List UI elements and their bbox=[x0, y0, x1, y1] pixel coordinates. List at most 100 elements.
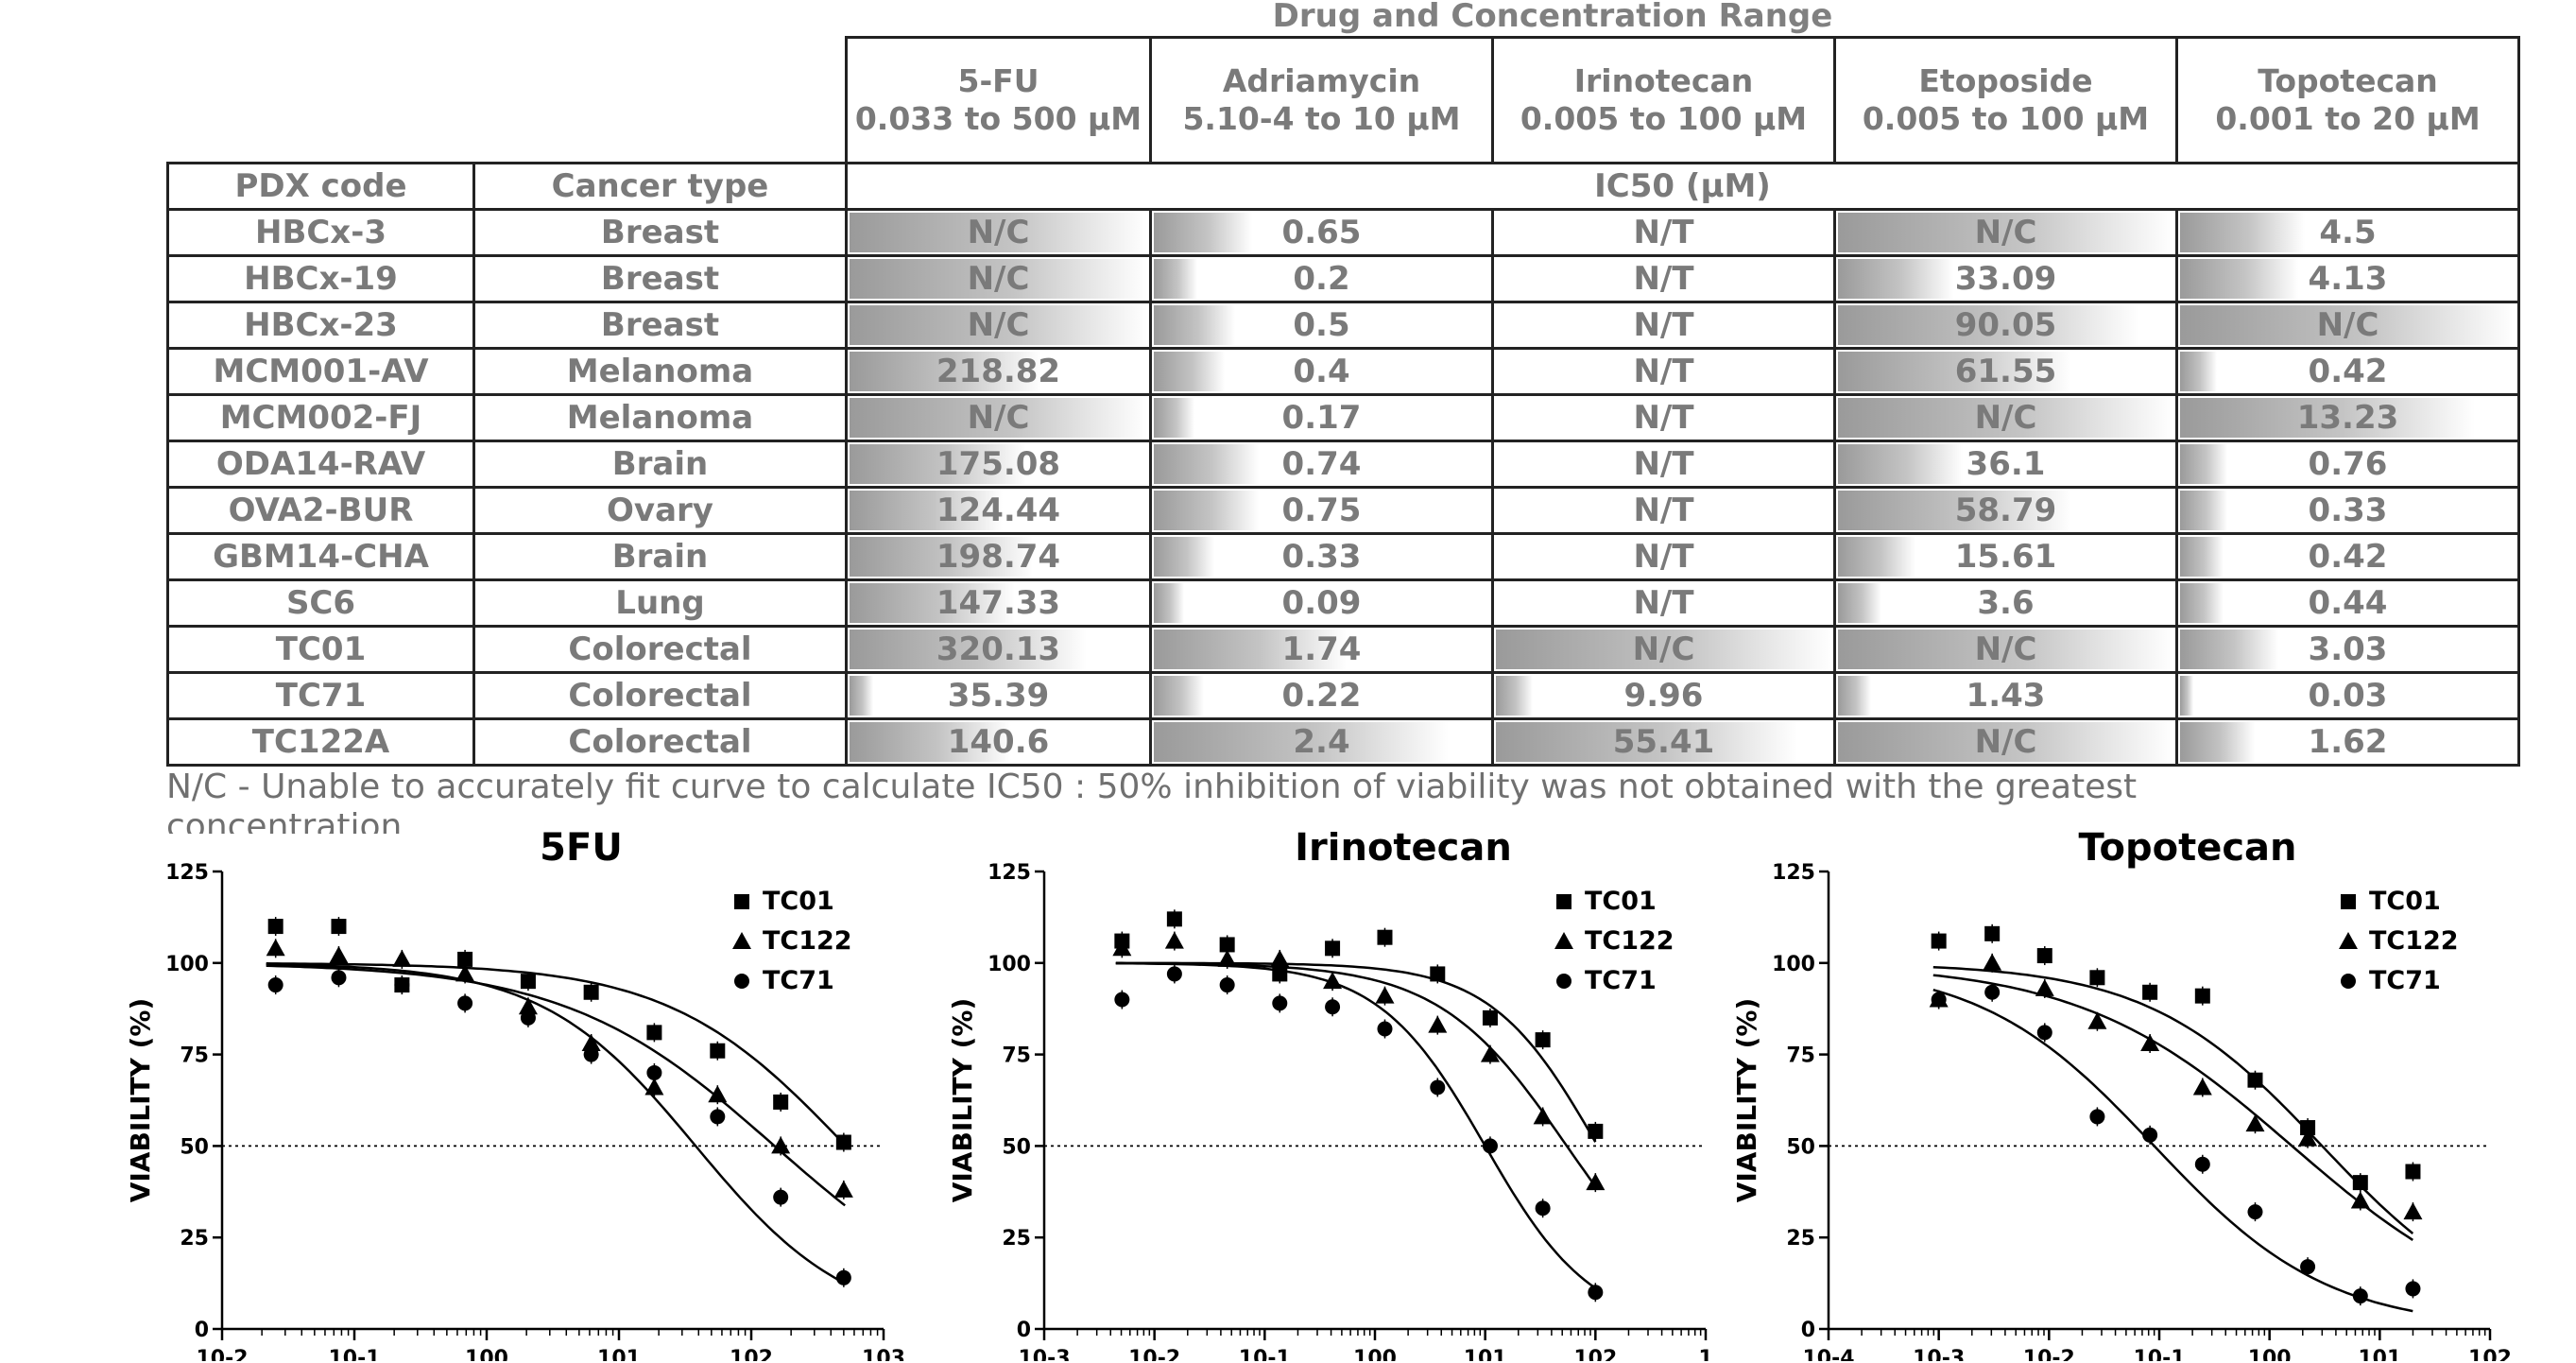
data-point-tc01 bbox=[835, 1134, 851, 1150]
data-point-tc71 bbox=[1430, 1079, 1446, 1096]
cancer-type-header: Cancer type bbox=[472, 162, 848, 211]
ic50-cell: 55.41 bbox=[1491, 717, 1836, 767]
x-tick-label: 100 bbox=[2248, 1347, 2292, 1361]
y-axis-label: VIABILITY (%) bbox=[1731, 998, 1762, 1203]
x-tick-label: 10-3 bbox=[1913, 1347, 1965, 1361]
ic50-cell: 36.1 bbox=[1833, 440, 2178, 489]
ic50-cell: 0.22 bbox=[1149, 671, 1494, 720]
ic50-value: 147.33 bbox=[936, 584, 1061, 622]
x-tick-label: 100 bbox=[1353, 1347, 1397, 1361]
ic50-value: 140.6 bbox=[947, 723, 1050, 761]
ic50-value: 0.5 bbox=[1293, 306, 1350, 344]
data-point-tc71 bbox=[520, 1009, 536, 1026]
ic50-bar bbox=[850, 722, 1012, 762]
legend-marker-tc71 bbox=[1556, 974, 1571, 989]
ic50-cell: 0.76 bbox=[2175, 440, 2520, 489]
ic50-cell: 1.74 bbox=[1149, 625, 1494, 674]
data-point-tc01 bbox=[1984, 925, 2001, 941]
ic50-cell: N/C bbox=[1833, 625, 2178, 674]
ic50-value: N/C bbox=[967, 306, 1030, 344]
data-point-tc71 bbox=[2036, 1025, 2052, 1041]
table-row: TC01 Colorectal 320.13 1.74 N/C N/C 3.03 bbox=[166, 625, 2520, 674]
data-point-tc71 bbox=[394, 977, 410, 993]
data-point-tc71 bbox=[331, 970, 347, 986]
drug-header: Etoposide 0.005 to 100 µM bbox=[1833, 36, 2178, 164]
y-tick-label: 0 bbox=[195, 1319, 209, 1342]
ic50-value: N/T bbox=[1633, 214, 1694, 251]
y-tick-label: 100 bbox=[1772, 953, 1815, 976]
ic50-cell: 3.03 bbox=[2175, 625, 2520, 674]
y-tick-label: 75 bbox=[180, 1044, 209, 1068]
ic50-value: 1.74 bbox=[1281, 630, 1362, 668]
y-tick-label: 50 bbox=[180, 1135, 209, 1159]
ic50-bar bbox=[2180, 398, 2475, 438]
legend-marker-tc71 bbox=[734, 974, 749, 989]
ic50-value: 15.61 bbox=[1954, 538, 2057, 576]
data-point-tc122 bbox=[518, 997, 538, 1015]
ic50-value: 0.76 bbox=[2308, 445, 2388, 483]
data-point-tc122 bbox=[2192, 1078, 2212, 1096]
data-point-tc122 bbox=[833, 1180, 853, 1198]
ic50-cell: 33.09 bbox=[1833, 254, 2178, 303]
data-point-tc71 bbox=[1482, 1138, 1498, 1154]
data-point-tc122 bbox=[581, 1033, 601, 1051]
ic50-value: N/C bbox=[1974, 723, 2037, 761]
ic50-value: 4.13 bbox=[2308, 260, 2388, 298]
data-point-tc01 bbox=[2194, 988, 2210, 1004]
ic50-cell: 3.6 bbox=[1833, 578, 2178, 628]
data-point-tc122 bbox=[2403, 1202, 2423, 1220]
pdx-code-cell: TC122A bbox=[166, 717, 475, 767]
data-point-tc01 bbox=[520, 974, 536, 990]
ic50-cell: 0.03 bbox=[2175, 671, 2520, 720]
ic50-value: 0.65 bbox=[1281, 214, 1362, 251]
ic50-bar bbox=[1838, 352, 2072, 391]
pdx-code-cell: MCM001-AV bbox=[166, 347, 475, 396]
data-point-tc71 bbox=[1931, 992, 1947, 1008]
ic50-cell: N/T bbox=[1491, 208, 1836, 257]
data-point-tc122 bbox=[455, 964, 475, 982]
y-tick-label: 25 bbox=[1786, 1227, 1815, 1251]
ic50-bar bbox=[850, 537, 1033, 577]
ic50-value: 3.6 bbox=[1977, 584, 2035, 622]
ic50-table: 5-FU 0.033 to 500 µM Adriamycin 5.10-4 to … bbox=[166, 36, 2520, 767]
legend-label: TC01 bbox=[2369, 887, 2441, 916]
fit-curve-tc122 bbox=[1115, 961, 1597, 1187]
ic50-value: N/C bbox=[1974, 399, 2037, 437]
data-point-tc122 bbox=[1983, 953, 2002, 971]
cancer-type-cell: Brain bbox=[472, 440, 848, 489]
ic50-value: 33.09 bbox=[1954, 260, 2057, 298]
data-point-tc122 bbox=[1217, 949, 1237, 967]
x-tick-label: 101 bbox=[2358, 1347, 2401, 1361]
ic50-bar bbox=[1154, 305, 1235, 345]
x-tick-label: 10-4 bbox=[1802, 1347, 1854, 1361]
ic50-bar bbox=[1838, 537, 1916, 577]
data-point-tc01 bbox=[2300, 1120, 2316, 1136]
y-tick-label: 0 bbox=[1801, 1319, 1815, 1342]
ic50-value: 124.44 bbox=[936, 492, 1061, 529]
data-point-tc71 bbox=[2194, 1156, 2210, 1172]
y-tick-label: 50 bbox=[1002, 1135, 1031, 1159]
ic50-cell: 13.23 bbox=[2175, 393, 2520, 442]
ic50-cell: 58.79 bbox=[1833, 486, 2178, 535]
ic50-cell: 0.33 bbox=[1149, 532, 1494, 581]
cancer-type-cell: Brain bbox=[472, 532, 848, 581]
fit-curve-tc71 bbox=[1932, 988, 2413, 1313]
cancer-type-cell: Colorectal bbox=[472, 671, 848, 720]
chart-svg: Topotecan 0 25 50 75 100 125 10-4 10-3 10-2 10-1 10… bbox=[1731, 832, 2512, 1361]
x-tick-label: 1 bbox=[1698, 1347, 1712, 1361]
ic50-bar bbox=[1154, 213, 1252, 252]
ic50-cell: N/C bbox=[845, 393, 1152, 442]
ic50-bar bbox=[1838, 398, 2173, 438]
x-tick-label: 102 bbox=[730, 1347, 773, 1361]
ic50-value: N/T bbox=[1633, 306, 1694, 344]
ic50-cell: N/C bbox=[1833, 393, 2178, 442]
cancer-type-cell: Lung bbox=[472, 578, 848, 628]
ic50-bar bbox=[1154, 259, 1198, 299]
legend-label: TC122 bbox=[763, 926, 852, 956]
ic50-value: 1.43 bbox=[1966, 677, 2046, 715]
ic50-cell: N/C bbox=[1833, 717, 2178, 767]
ic50-value: 0.42 bbox=[2308, 353, 2388, 390]
data-point-tc71 bbox=[1166, 966, 1182, 982]
ic50-value: 36.1 bbox=[1966, 445, 2046, 483]
ic50-cell: N/T bbox=[1491, 532, 1836, 581]
